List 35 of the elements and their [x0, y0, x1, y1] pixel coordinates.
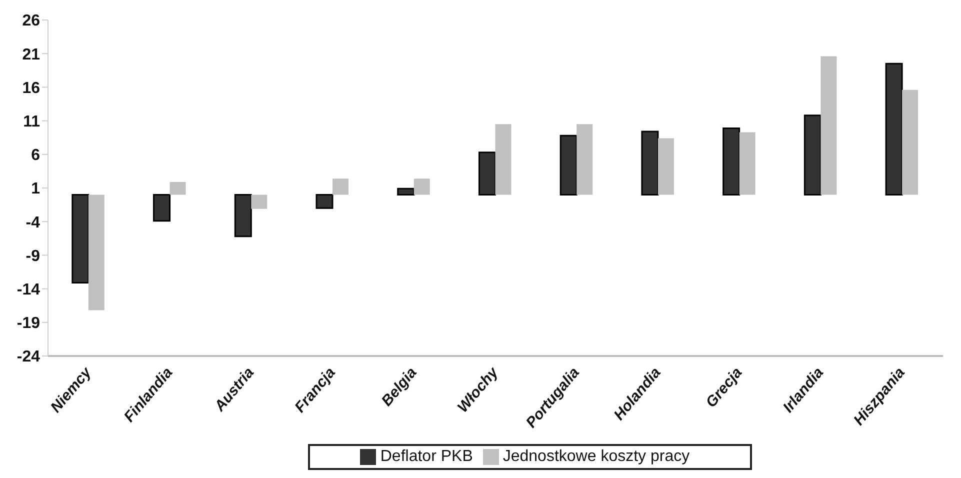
y-tick-label: 1 — [31, 180, 40, 198]
bar — [251, 194, 268, 209]
bar — [332, 178, 348, 195]
bar — [495, 124, 512, 195]
bar — [478, 152, 496, 196]
bar — [658, 138, 674, 195]
y-tick-label: 16 — [22, 80, 40, 97]
bar — [316, 194, 334, 209]
legend-label: Jednostkowe koszty pracy — [502, 448, 690, 465]
bar — [739, 132, 756, 195]
bar — [576, 124, 593, 195]
bar — [234, 194, 252, 238]
y-tick-label: -4 — [26, 214, 40, 232]
bar — [88, 194, 104, 310]
bar — [170, 182, 186, 195]
bar — [72, 194, 90, 284]
y-tick-label: -19 — [16, 315, 40, 332]
bar — [902, 90, 918, 195]
bar — [397, 188, 415, 196]
y-tick-label: -9 — [26, 248, 40, 265]
y-tick-label: -24 — [16, 348, 40, 366]
bar — [722, 127, 740, 196]
y-tick-label: 26 — [22, 12, 40, 30]
y-tick-label: -14 — [16, 281, 40, 298]
legend-label: Deflator PKB — [380, 448, 473, 465]
bar — [885, 62, 903, 196]
bar — [641, 130, 659, 196]
y-tick-label: 6 — [31, 147, 40, 164]
bar — [560, 134, 578, 196]
y-tick-label: 21 — [22, 46, 40, 64]
y-tick-label: 11 — [23, 113, 40, 130]
bar — [153, 194, 171, 222]
bar — [820, 56, 837, 195]
bar — [804, 114, 822, 196]
bar — [414, 178, 430, 195]
